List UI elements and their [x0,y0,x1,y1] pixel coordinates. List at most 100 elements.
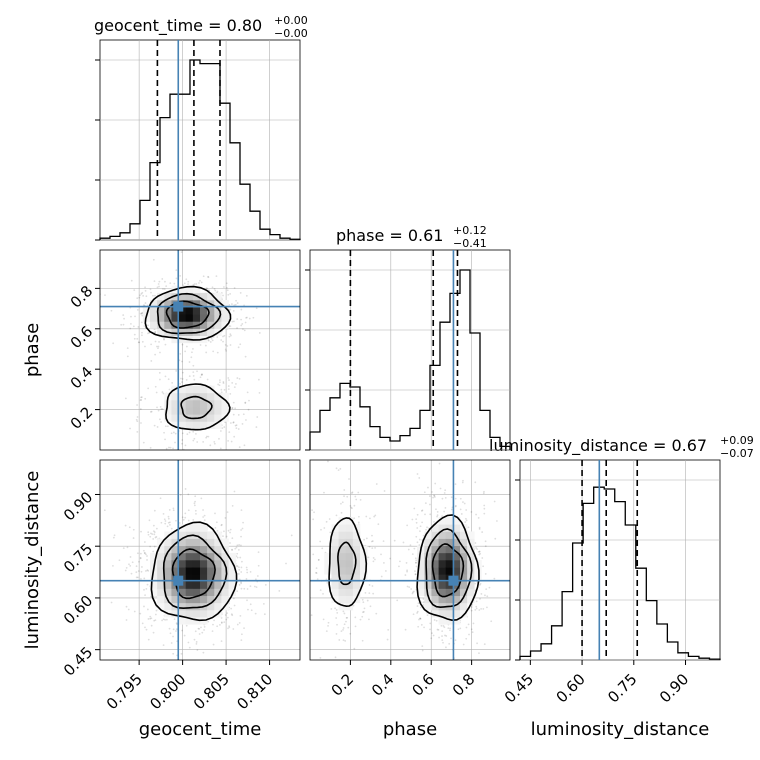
density-cell [331,545,339,554]
density-cell [214,552,222,561]
density-cell [221,400,229,408]
density-cell [192,421,201,429]
sample-point [485,588,488,591]
density-cell [150,314,158,322]
sample-point [152,258,155,261]
sample-point [220,388,223,391]
sample-point [336,662,338,664]
sample-point [419,606,422,609]
sample-point [415,561,417,564]
sample-point [160,521,163,524]
sample-point [240,639,243,642]
sample-point [128,563,130,566]
sample-point [123,317,125,320]
sample-point [136,552,139,555]
sample-point [193,283,196,285]
density-cell [467,531,475,539]
sample-point [167,378,170,381]
sample-point [433,494,436,497]
sample-point [204,344,207,347]
sample-point [406,585,409,588]
sample-point [216,625,219,628]
sample-point [155,527,158,530]
sample-point [422,601,425,604]
sample-point [220,640,223,643]
density-cell [360,574,368,582]
sample-point [422,604,425,606]
sample-point [202,651,205,654]
sample-point [130,572,133,575]
sample-point [467,526,470,529]
sample-point [169,523,171,526]
sample-point [137,341,140,344]
density-cell [178,524,187,532]
sample-point [450,508,453,511]
sample-point [138,560,140,563]
sample-point [141,314,144,317]
density-cell [185,421,194,429]
sample-point [172,507,175,510]
density-cell [192,588,201,597]
sample-point [133,610,136,613]
sample-point [139,294,141,297]
sample-point [211,630,214,633]
sample-point [475,513,477,516]
sample-point [130,279,133,282]
sample-point [219,447,222,450]
sample-point [202,509,204,511]
sample-point [231,407,234,410]
density-cell [345,538,354,547]
density-cell [185,300,194,308]
density-cell [431,560,439,568]
sample-point [165,285,168,288]
sample-point [249,585,252,588]
density-cell [171,531,179,539]
sample-point [222,294,224,297]
sample-point [186,433,189,436]
xtick-label-luminosity_distance: 0.90 [656,670,692,706]
sample-point [415,521,418,524]
sample-point [371,534,373,537]
density-cell [171,595,179,604]
sample-point [233,304,236,307]
sample-point [212,623,214,626]
sample-point [419,525,422,528]
density-cell [185,560,194,568]
density-cell [424,567,432,575]
sample-point [342,610,345,613]
density-cell [164,588,172,597]
sample-point [445,635,448,637]
density-cell [192,385,201,394]
sample-point [133,337,136,340]
sample-point [158,371,161,374]
sample-point [192,439,195,442]
sample-point [424,502,427,505]
density-cell [352,588,361,597]
sample-point [146,559,148,561]
contour-line [144,285,232,341]
density-cell [331,588,339,597]
sample-point [175,519,177,522]
sample-point [125,619,128,621]
density-cell [178,552,187,561]
sample-point [371,547,374,550]
sample-point [431,632,433,635]
sample-point [180,251,183,254]
sample-point [201,631,204,634]
sample-point [133,333,136,336]
sample-point [200,497,203,500]
sample-point [212,350,215,353]
sample-point [353,517,356,520]
sample-point [441,497,444,500]
density-cell [164,307,172,315]
sample-point [226,289,229,292]
title-geocent-time-text: geocent_time = 0.80 [94,16,262,36]
sample-point [479,598,481,600]
sample-point [437,629,440,631]
sample-point [470,511,473,513]
sample-point [241,560,243,563]
sample-point [474,542,477,544]
sample-point [475,607,478,610]
sample-point [436,514,439,517]
